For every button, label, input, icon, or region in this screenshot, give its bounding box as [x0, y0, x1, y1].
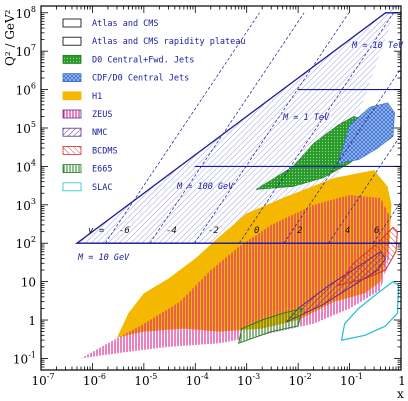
legend-label: NMC: [92, 128, 107, 138]
legend-label: H1: [92, 92, 102, 102]
rapidity-label: 0: [254, 226, 259, 236]
plot-regions: [74, 6, 401, 359]
tick-label: 103: [16, 197, 36, 213]
mass-label: M = 1 TeV: [282, 113, 330, 123]
tick-label: 10-1: [340, 372, 363, 388]
tick-label: 102: [16, 235, 36, 251]
legend-swatch: [62, 73, 82, 82]
legend-swatch: [62, 182, 82, 192]
rapidity-label: 2: [297, 226, 302, 236]
rapidity-label: -4: [166, 226, 177, 236]
mass-label: M = 10 GeV: [77, 253, 130, 263]
legend-swatch: [62, 145, 82, 155]
legend-swatch: [62, 55, 82, 64]
tick-label: 1: [28, 314, 36, 328]
legend-swatch: [62, 109, 82, 119]
legend-label: BCDMS: [92, 146, 118, 156]
region-cdf-d0-central-jets: [337, 102, 395, 164]
tick-label: 106: [16, 82, 36, 98]
tick-label: 10-5: [134, 372, 157, 388]
tick-label: 10: [21, 276, 36, 290]
tick-label: 105: [16, 120, 36, 136]
tick-label: 1: [398, 374, 406, 388]
rapidity-label: y =: [87, 226, 105, 236]
rapidity-line: [328, 134, 401, 244]
legend-swatch: [62, 18, 82, 28]
rapidity-lines: [104, 12, 401, 244]
axis-ticks: [40, 6, 402, 371]
tick-label: 10-3: [237, 372, 260, 388]
tick-label: 10-7: [31, 372, 54, 388]
region-slac: [340, 280, 400, 341]
legend-label: SLAC: [92, 183, 112, 193]
y-axis-label: Q² / GeV²: [3, 9, 17, 66]
rapidity-line: [104, 12, 260, 244]
plot-frame: [40, 5, 402, 371]
rapidity-label: -6: [119, 226, 130, 236]
rapidity-line: [283, 67, 401, 244]
legend: Atlas and CMS Atlas and CMS rapidity plat…: [62, 18, 246, 193]
legend-swatch: [62, 36, 82, 46]
tick-labels: 10-7 10-6 10-5 10-4 10-3 10-2 10-1 1 10-1 1 10 102 1…: [13, 5, 406, 388]
x-axis-label: x: [397, 387, 404, 401]
region-zeus: [81, 195, 390, 359]
legend-swatch: [62, 91, 82, 101]
tick-label: 10-2: [289, 372, 312, 388]
legend-swatch: [62, 127, 82, 137]
tick-label: 10-1: [13, 350, 36, 366]
legend-swatch: [62, 164, 82, 174]
rapidity-line: [238, 12, 394, 244]
legend-label: E665: [92, 165, 112, 175]
tick-label: 10-4: [186, 372, 209, 388]
tick-label: 104: [16, 158, 36, 174]
annotations: M = 10 GeV M = 100 GeV M = 1 TeV M = 10 TeV…: [77, 41, 404, 263]
legend-label: D0 Central+Fwd. Jets: [92, 55, 194, 65]
tick-label: 107: [16, 43, 36, 59]
rapidity-line: [194, 12, 350, 244]
mass-label: M = 100 GeV: [176, 182, 234, 192]
legend-label: CDF/D0 Central Jets: [92, 74, 189, 84]
legend-label: Atlas and CMS: [92, 19, 159, 29]
rapidity-label: 4: [345, 226, 350, 236]
mass-label: M = 10 TeV: [351, 41, 404, 51]
region-e665: [238, 307, 303, 344]
tick-label: 10-6: [83, 372, 106, 388]
rapidity-label: -2: [208, 226, 219, 236]
legend-label: Atlas and CMS rapidity plateau: [92, 37, 246, 47]
legend-label: ZEUS: [92, 110, 112, 120]
tick-label: 108: [16, 5, 36, 21]
rapidity-line: [149, 12, 305, 244]
region-bcdms: [337, 226, 398, 287]
rapidity-label: 6: [374, 226, 379, 236]
